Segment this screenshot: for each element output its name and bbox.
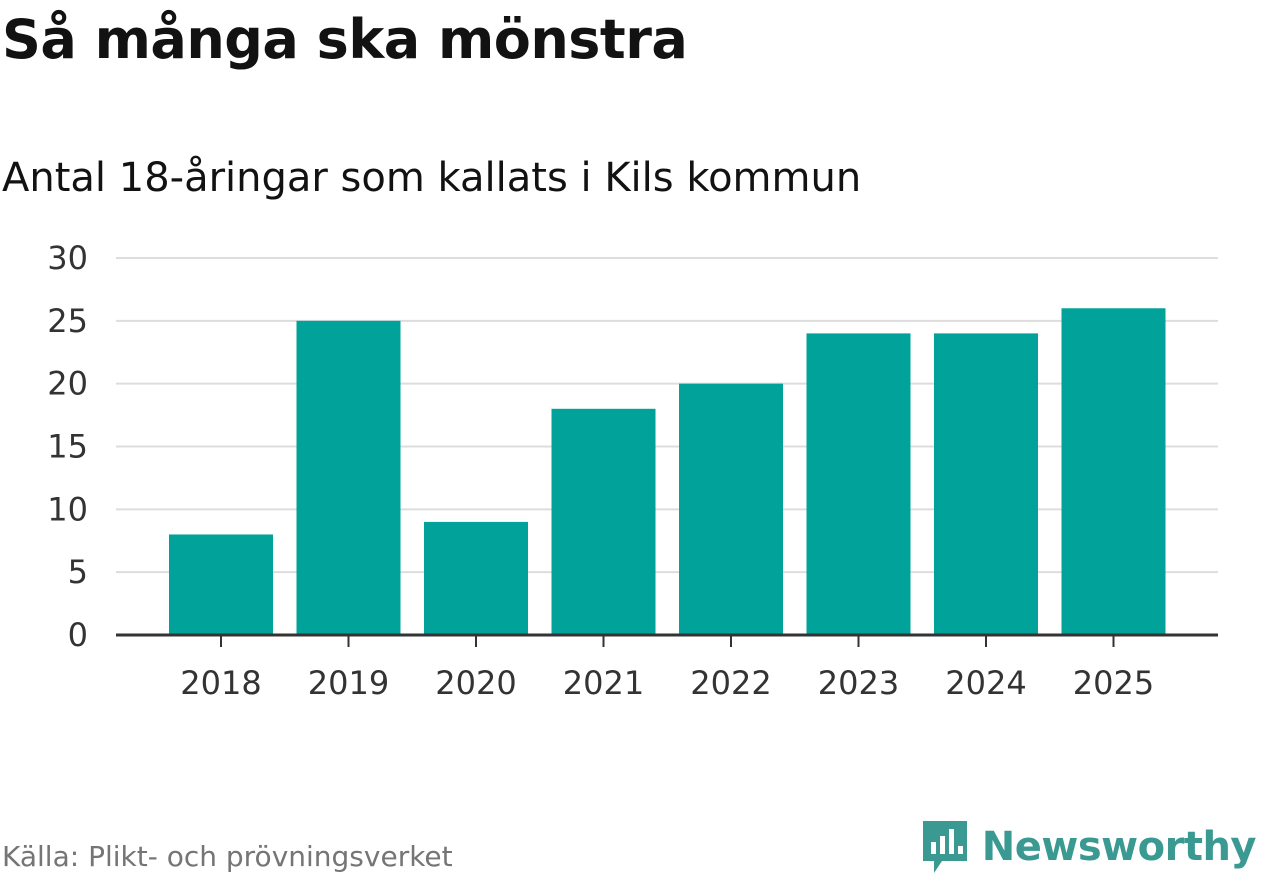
- bar-2020: [424, 521, 528, 635]
- newsworthy-logo-icon: [922, 821, 967, 873]
- x-tick-label: 2022: [690, 664, 771, 702]
- x-tick-label: 2020: [435, 664, 516, 702]
- brand: Newsworthy: [920, 818, 1257, 876]
- y-tick-label: 15: [47, 428, 88, 466]
- brand-name: Newsworthy: [981, 824, 1257, 870]
- x-tick-label: 2023: [818, 664, 899, 702]
- source-note: Källa: Plikt- och prövningsverket: [2, 840, 453, 873]
- bar-2023: [806, 333, 911, 635]
- x-tick-label: 2024: [945, 664, 1026, 702]
- bar-2019: [296, 320, 401, 635]
- bar-2018: [169, 534, 273, 635]
- x-axis-ticks: 2018 2019 2020 2021 2022 2023 2024 2025: [180, 635, 1154, 702]
- x-tick-label: 2019: [308, 664, 389, 702]
- bar-2022: [679, 383, 783, 635]
- bar-2024: [934, 333, 1038, 635]
- y-tick-label: 30: [47, 239, 88, 277]
- y-axis-ticks: 0 5 10 15 20 25 30: [47, 239, 88, 654]
- chart-title: Så många ska mönstra: [2, 8, 688, 71]
- y-tick-label: 25: [47, 302, 88, 340]
- bars: [169, 308, 1166, 635]
- bar-2021: [551, 408, 656, 635]
- y-tick-label: 20: [47, 365, 88, 403]
- y-tick-label: 10: [47, 490, 88, 528]
- x-tick-label: 2021: [563, 664, 644, 702]
- bar-2025: [1061, 308, 1166, 635]
- chart-subtitle: Antal 18-åringar som kallats i Kils komm…: [2, 155, 862, 201]
- x-tick-label: 2025: [1073, 664, 1154, 702]
- gridlines: [116, 257, 1218, 574]
- y-tick-label: 0: [68, 616, 88, 654]
- y-tick-label: 5: [68, 553, 88, 591]
- x-tick-label: 2018: [180, 664, 261, 702]
